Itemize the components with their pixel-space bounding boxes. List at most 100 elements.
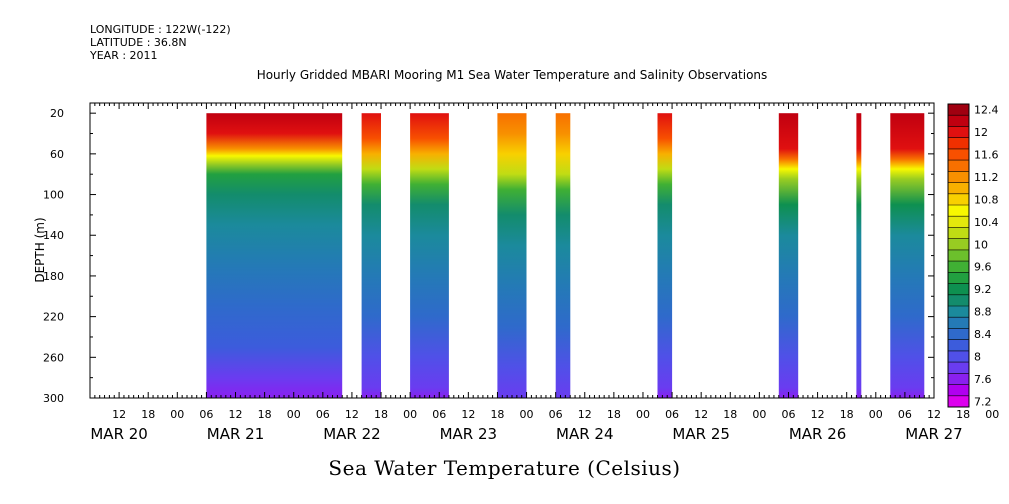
x-hour-label: 18 — [141, 408, 155, 421]
colorbar-label: 9.2 — [974, 283, 992, 296]
y-tick-label: 60 — [50, 148, 64, 161]
y-tick-label: 100 — [43, 189, 64, 202]
colorbar-swatch — [948, 115, 969, 127]
x-hour-label: 12 — [345, 408, 359, 421]
colorbar-swatch — [948, 160, 969, 172]
data-segment-3 — [410, 113, 449, 398]
x-hour-label: 00 — [520, 408, 534, 421]
y-tick-label: 300 — [43, 392, 64, 405]
x-hour-label: 12 — [229, 408, 243, 421]
y-tick-label: 180 — [43, 270, 64, 283]
x-day-label: MAR 27 — [905, 425, 962, 443]
colorbar-swatch — [948, 339, 969, 352]
colorbar-swatch — [948, 205, 969, 217]
x-hour-label: 18 — [723, 408, 737, 421]
data-segment-4 — [497, 113, 527, 398]
colorbar-swatch — [948, 261, 969, 273]
data-segment-7 — [778, 113, 799, 398]
x-hour-label: 06 — [549, 408, 563, 421]
x-hour-label: 12 — [112, 408, 126, 421]
x-day-label: MAR 23 — [440, 425, 497, 443]
x-hour-label: 18 — [258, 408, 272, 421]
data-segment-8 — [856, 113, 862, 398]
x-hour-label: 12 — [694, 408, 708, 421]
year-label: YEAR : 2011 — [90, 49, 158, 62]
longitude-label: LONGITUDE : 122W(-122) — [90, 23, 231, 36]
x-hour-label: 12 — [461, 408, 475, 421]
colorbar-swatch — [948, 317, 969, 329]
x-hour-label: 00 — [170, 408, 184, 421]
colorbar-swatch — [948, 193, 969, 206]
x-day-label: MAR 25 — [672, 425, 729, 443]
data-segment-6 — [657, 113, 673, 398]
x-hour-label: 00 — [403, 408, 417, 421]
colorbar-label: 12.4 — [974, 104, 999, 117]
x-hour-label: 00 — [869, 408, 883, 421]
colorbar-swatch — [948, 294, 969, 307]
y-axis-label: DEPTH (m) — [33, 217, 47, 282]
colorbar-frame — [947, 103, 970, 408]
x-day-label: MAR 20 — [90, 425, 147, 443]
colorbar-label: 8.8 — [974, 306, 992, 319]
data-segment-1 — [206, 113, 343, 398]
colorbar-swatch — [948, 148, 969, 161]
colorbar-swatch — [948, 328, 969, 340]
colorbar-label: 9.6 — [974, 261, 992, 274]
x-hour-label: 06 — [316, 408, 330, 421]
x-hour-label: 00 — [752, 408, 766, 421]
x-hour-label: 12 — [927, 408, 941, 421]
colorbar-swatch — [948, 373, 969, 385]
colorbar-label: 10 — [974, 238, 988, 251]
x-hour-label: 00 — [636, 408, 650, 421]
colorbar-swatch — [948, 238, 969, 251]
x-day-label: MAR 21 — [207, 425, 264, 443]
data-segments — [206, 113, 925, 398]
y-tick-label: 260 — [43, 351, 64, 364]
colorbar-swatch — [948, 283, 969, 296]
latitude-label: LATITUDE : 36.8N — [90, 36, 187, 49]
colorbar-swatch — [948, 171, 969, 183]
colorbar-swatch — [948, 227, 969, 239]
x-hour-label: 12 — [811, 408, 825, 421]
colorbar-swatch — [948, 182, 969, 195]
x-day-label: MAR 26 — [789, 425, 846, 443]
x-hour-label: 18 — [374, 408, 388, 421]
colorbar-label: 8.4 — [974, 328, 992, 341]
y-tick-label: 220 — [43, 311, 64, 324]
x-hour-label: 06 — [432, 408, 446, 421]
colorbar-label: 7.2 — [974, 395, 992, 408]
y-tick-label: 140 — [43, 229, 64, 242]
colorbar-swatch — [948, 306, 969, 318]
colorbar-swatch — [948, 216, 969, 228]
x-hour-label: 06 — [898, 408, 912, 421]
colorbar-label: 10.8 — [974, 193, 999, 206]
x-hour-label: 18 — [607, 408, 621, 421]
colorbar-swatch — [948, 249, 969, 262]
x-day-label: MAR 22 — [323, 425, 380, 443]
colorbar-swatch — [948, 126, 969, 138]
x-day-label: MAR 24 — [556, 425, 613, 443]
x-hour-label: 00 — [287, 408, 301, 421]
x-axis-ticks: 12 18 00 06 12 18 00 06 12 18 00 06 12 18 00 06 12 18 00 06… — [89, 103, 999, 443]
colorbar-swatch — [948, 362, 969, 374]
x-hour-label: 00 — [985, 408, 999, 421]
x-hour-label: 06 — [781, 408, 795, 421]
data-segment-2 — [361, 113, 381, 398]
colorbar-label: 8 — [974, 351, 981, 364]
x-hour-label: 06 — [665, 408, 679, 421]
x-hour-label: 18 — [490, 408, 504, 421]
colorbar-label: 11.2 — [974, 171, 999, 184]
x-hour-label: 18 — [840, 408, 854, 421]
data-segment-5 — [555, 113, 571, 398]
colorbar-label: 10.4 — [974, 216, 999, 229]
colorbar-label: 11.6 — [974, 149, 999, 162]
colorbar-swatch — [948, 272, 969, 284]
x-hour-label: 18 — [956, 408, 970, 421]
colorbar-swatch — [948, 137, 969, 150]
colorbar-title: Sea Water Temperature (Celsius) — [328, 456, 681, 480]
y-axis-ticks: 20 60 100 140 180 220 260 300 — [43, 107, 934, 405]
colorbar-label: 12 — [974, 126, 988, 139]
colorbar-label: 7.6 — [974, 373, 992, 386]
y-tick-label: 20 — [50, 107, 64, 120]
